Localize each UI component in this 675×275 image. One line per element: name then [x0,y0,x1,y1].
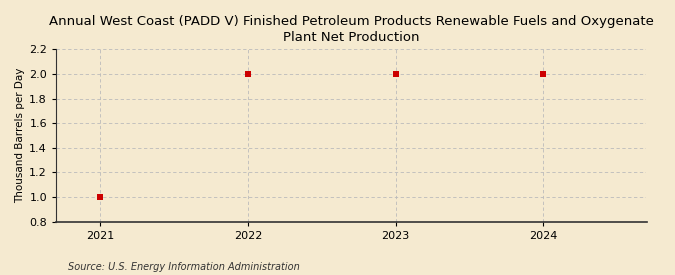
Point [242,72,253,76]
Title: Annual West Coast (PADD V) Finished Petroleum Products Renewable Fuels and Oxyge: Annual West Coast (PADD V) Finished Petr… [49,15,653,44]
Point [538,72,549,76]
Text: Source: U.S. Energy Information Administration: Source: U.S. Energy Information Administ… [68,262,299,272]
Y-axis label: Thousand Barrels per Day: Thousand Barrels per Day [15,68,25,203]
Point [95,195,106,199]
Point [390,72,401,76]
